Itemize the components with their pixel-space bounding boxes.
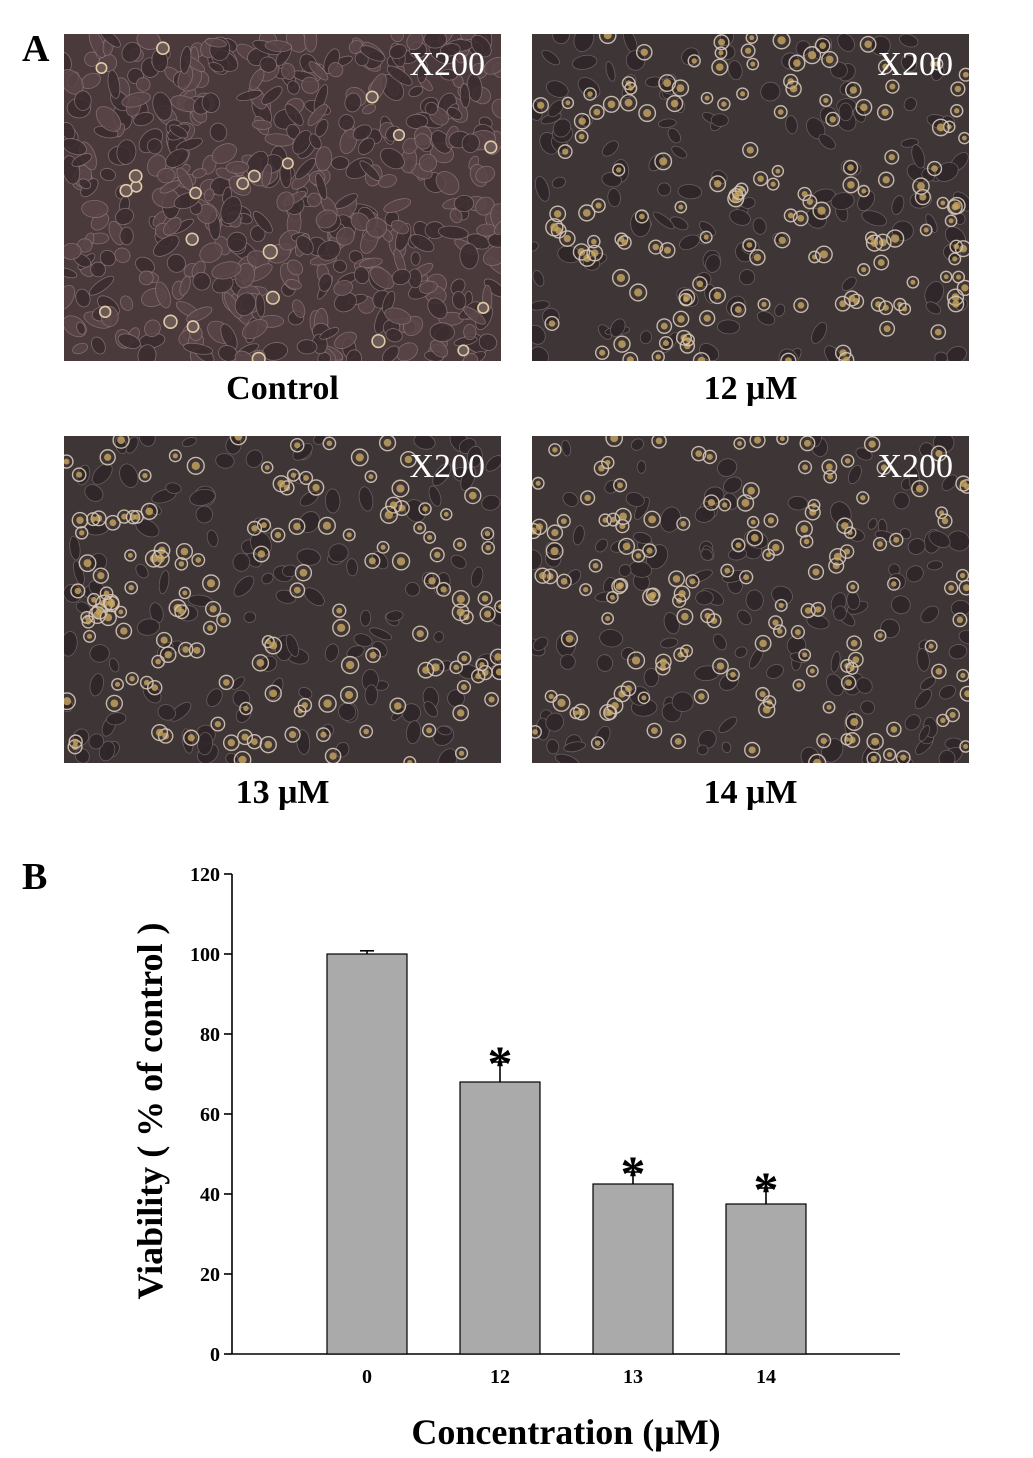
magnification-label: X200 (409, 46, 485, 83)
micrograph-texture (532, 34, 969, 361)
micrograph-14um: X200 (532, 436, 969, 763)
magnification-label: X200 (409, 448, 485, 485)
significance-asterisk: * (488, 1035, 513, 1091)
caption-14um: 14 μM (703, 774, 798, 811)
micrograph-texture (64, 436, 501, 763)
x-axis-title: Concentration (μM) (411, 1412, 720, 1452)
bar-0 (326, 953, 408, 1355)
y-tick-label: 0 (210, 1344, 220, 1366)
x-tick-label: 0 (362, 1366, 372, 1388)
micrograph-texture (64, 34, 501, 361)
y-tick-label: 120 (190, 864, 220, 886)
caption-13um: 13 μM (235, 774, 330, 811)
y-tick-label: 80 (200, 1024, 220, 1046)
caption-12um: 12 μM (703, 370, 798, 407)
y-axis-title: Viability ( % of control ) (130, 923, 170, 1300)
micrograph-texture (532, 436, 969, 763)
panel-a-label: A (22, 28, 50, 70)
bar-14 (725, 1203, 807, 1355)
significance-asterisk: * (621, 1145, 646, 1201)
y-tick-label: 100 (190, 944, 220, 966)
y-tick-label: 60 (200, 1104, 220, 1126)
panel-b-label: B (22, 856, 48, 898)
x-tick-label: 14 (756, 1366, 776, 1388)
micrograph-12um: X200 (532, 34, 969, 361)
y-tick-label: 20 (200, 1264, 220, 1286)
x-tick-label: 13 (623, 1366, 643, 1388)
y-tick-label: 40 (200, 1184, 220, 1206)
bar-12 (459, 1081, 541, 1355)
micrograph-control: X200 (64, 34, 501, 361)
significance-asterisk: * (754, 1161, 779, 1217)
magnification-label: X200 (877, 448, 953, 485)
x-tick-label: 12 (490, 1366, 510, 1388)
micrograph-13um: X200 (64, 436, 501, 763)
magnification-label: X200 (877, 46, 953, 83)
bar-13 (592, 1183, 674, 1355)
caption-control: Control (226, 370, 339, 407)
